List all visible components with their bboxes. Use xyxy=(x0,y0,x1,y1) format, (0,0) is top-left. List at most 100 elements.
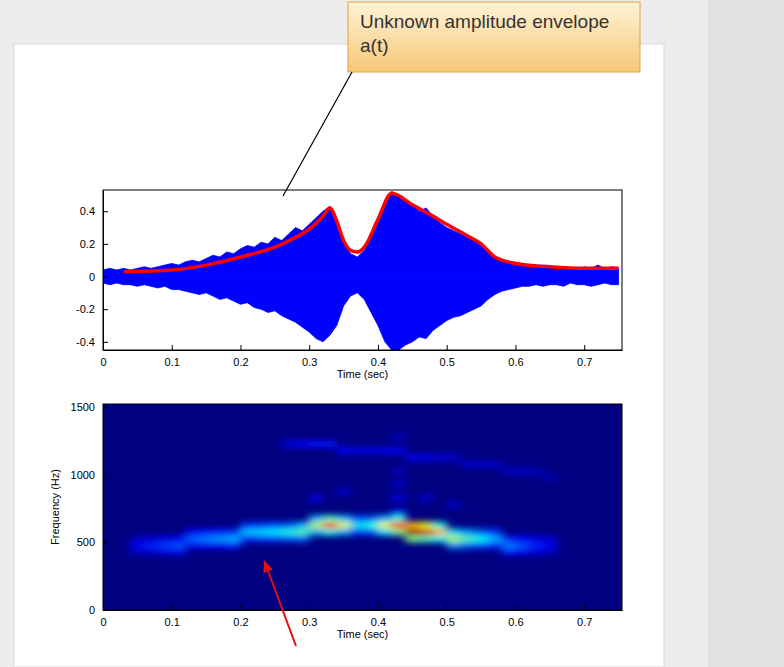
heatmap-cell xyxy=(447,542,461,549)
heatmap-cell xyxy=(309,529,323,536)
y-tick-mark xyxy=(103,407,108,408)
x-axis-title: Time (sec) xyxy=(337,628,389,640)
x-tick-label: 0.3 xyxy=(302,616,317,628)
heatmap-cell xyxy=(543,474,557,481)
x-tick-mark xyxy=(515,345,516,350)
heatmap-cell xyxy=(158,535,172,542)
heatmap-cell xyxy=(364,522,378,529)
x-axis: 0 0.1 0.2 0.3 0.4 0.5 0.6 0.7 xyxy=(100,345,622,368)
y-tick-mark xyxy=(103,211,108,212)
callout: Unknown amplitude envelopea(t) xyxy=(283,2,640,196)
heatmap-cell xyxy=(172,549,186,556)
slide-background xyxy=(0,0,784,667)
heatmap-cell xyxy=(268,529,282,536)
x-axis-line xyxy=(104,350,623,351)
heatmap-cell xyxy=(502,535,516,542)
heatmap-cell xyxy=(378,515,392,522)
signal-area xyxy=(103,192,619,277)
heatmap-cell xyxy=(474,461,488,468)
x-tick: 0.1 xyxy=(165,345,180,368)
y-tick-label: 1000 xyxy=(71,468,95,480)
heatmap-cell xyxy=(337,488,351,495)
heatmap-cell xyxy=(213,542,227,549)
x-tick-label: 0.5 xyxy=(440,356,455,368)
x-tick: 0.5 xyxy=(440,605,455,628)
y-tick: 0 xyxy=(89,604,108,616)
callout-box xyxy=(348,2,640,72)
heatmap-cell xyxy=(337,522,351,529)
heatmap-cell xyxy=(282,529,296,536)
heatmap-cell xyxy=(447,454,461,461)
heatmap-cell xyxy=(488,542,502,549)
heatmap-cell xyxy=(295,441,309,448)
heatmap-cell xyxy=(433,535,447,542)
y-tick-label: 0.4 xyxy=(80,205,95,217)
heatmap-cell xyxy=(392,447,406,454)
x-tick-mark xyxy=(240,605,241,610)
heatmap-cell xyxy=(460,461,474,468)
heatmap-cell xyxy=(185,542,199,549)
heatmap-cell xyxy=(405,529,419,536)
heatmap-cell xyxy=(392,468,406,475)
x-tick-label: 0.6 xyxy=(508,356,523,368)
heatmap-cell xyxy=(309,441,323,448)
x-tick-label: 0.6 xyxy=(508,616,523,628)
heatmap-cell xyxy=(158,549,172,556)
y-tick: 0 xyxy=(89,271,108,283)
heatmap-cell xyxy=(323,522,337,529)
heatmap-cell xyxy=(433,522,447,529)
x-tick-mark xyxy=(172,605,173,610)
x-tick: 0.5 xyxy=(440,345,455,368)
x-tick-label: 0.2 xyxy=(233,356,248,368)
heatmap-cell xyxy=(392,508,406,515)
heatmap-cell xyxy=(392,481,406,488)
y-tick-mark xyxy=(103,309,108,310)
y-tick: -0.4 xyxy=(76,336,108,348)
heatmap-cell xyxy=(460,542,474,549)
heatmap-cell xyxy=(447,502,461,509)
x-tick-label: 0.7 xyxy=(577,616,592,628)
plot-frame xyxy=(103,404,622,610)
heatmap-cell xyxy=(433,529,447,536)
x-axis-title: Time (sec) xyxy=(337,368,389,380)
heatmap-cell xyxy=(337,529,351,536)
x-tick-label: 0.5 xyxy=(440,616,455,628)
heatmap-cell xyxy=(350,447,364,454)
heatmap-cell xyxy=(199,535,213,542)
x-tick-mark xyxy=(584,345,585,350)
heatmap-cell xyxy=(474,529,488,536)
heatmap-cell xyxy=(295,522,309,529)
heatmap-cell xyxy=(378,447,392,454)
heatmap-cell xyxy=(295,529,309,536)
heatmap-cell xyxy=(364,529,378,536)
heatmap-cell xyxy=(213,535,227,542)
heatmap-cell xyxy=(350,515,364,522)
heatmap-cell xyxy=(419,495,433,502)
heatmap-cell xyxy=(158,542,172,549)
heatmap-cell xyxy=(350,529,364,536)
y-tick-label: -0.4 xyxy=(76,336,95,348)
y-tick-label: 0 xyxy=(89,271,95,283)
heatmap-cell xyxy=(392,522,406,529)
slide-strip xyxy=(708,0,784,667)
x-tick: 0.7 xyxy=(577,345,592,368)
x-tick: 0.4 xyxy=(371,345,386,368)
x-tick-label: 0.2 xyxy=(233,616,248,628)
heatmap-cell xyxy=(543,535,557,542)
heatmap-cell xyxy=(240,522,254,529)
arrow-head xyxy=(263,560,272,573)
arrow-shaft xyxy=(268,571,296,646)
y-axis: -0.4-0.200.20.4 xyxy=(76,191,108,351)
x-tick-mark xyxy=(447,605,448,610)
x-tick: 0.2 xyxy=(233,345,248,368)
heatmap-cell xyxy=(323,441,337,448)
heatmap-cell xyxy=(254,535,268,542)
heatmap-cell xyxy=(282,441,296,448)
heatmap-cell xyxy=(447,535,461,542)
heatmap-cell xyxy=(502,468,516,475)
x-tick: 0.3 xyxy=(302,345,317,368)
y-tick: 1500 xyxy=(71,401,108,413)
x-tick: 0.6 xyxy=(508,605,523,628)
x-tick-label: 0 xyxy=(100,356,106,368)
heatmap-cell xyxy=(502,549,516,556)
